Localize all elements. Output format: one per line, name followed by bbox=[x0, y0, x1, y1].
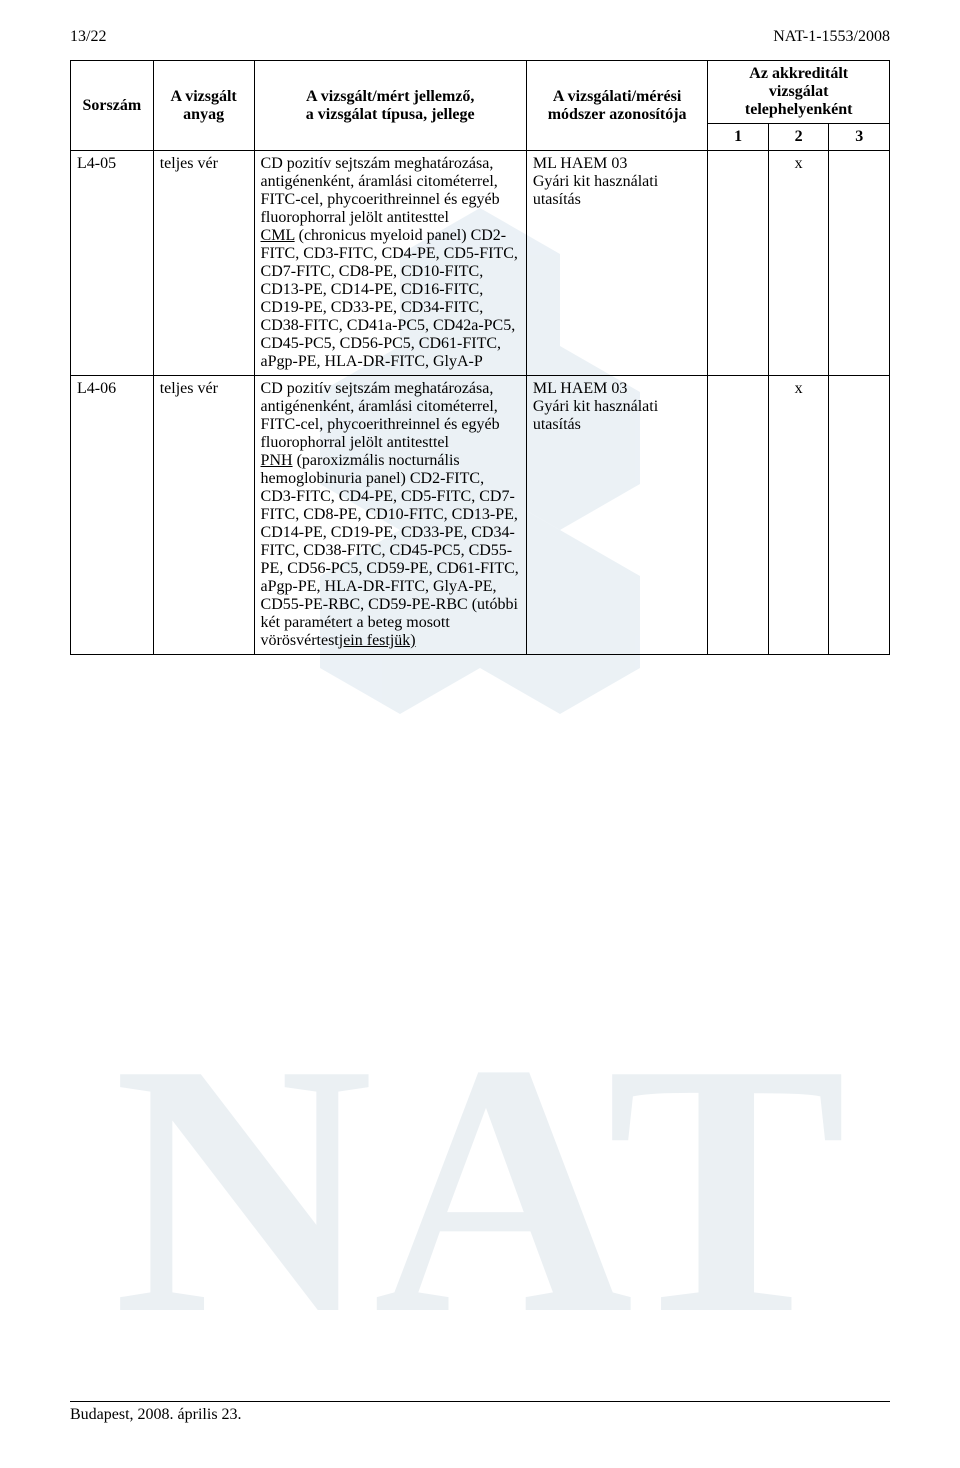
page-content: 13/22 NAT-1-1553/2008 Sorszám A vizsgált… bbox=[70, 28, 890, 655]
col-anyag: A vizsgált anyag bbox=[153, 61, 254, 151]
main-table: Sorszám A vizsgált anyag A vizsgált/mért… bbox=[70, 60, 890, 655]
col-akkred: Az akkreditált vizsgálat telephelyenként bbox=[708, 61, 890, 124]
cell-tel-2: x bbox=[768, 376, 829, 655]
cell-azonosito: ML HAEM 03 Gyári kit használati utasítás bbox=[526, 151, 708, 376]
cell-sorszam: L4-05 bbox=[71, 151, 154, 376]
cell-sorszam: L4-06 bbox=[71, 376, 154, 655]
col-tel-1: 1 bbox=[708, 124, 769, 151]
cell-tel-3 bbox=[829, 376, 890, 655]
jell-under: PNH bbox=[261, 452, 293, 469]
jell-under: CML bbox=[261, 227, 295, 244]
table-row: L4-05 teljes vér CD pozitív sejtszám meg… bbox=[71, 151, 890, 376]
cell-anyag: teljes vér bbox=[153, 376, 254, 655]
cell-tel-3 bbox=[829, 151, 890, 376]
cell-jellemzo: CD pozitív sejtszám meghatározása, antig… bbox=[254, 376, 526, 655]
cell-anyag: teljes vér bbox=[153, 151, 254, 376]
col-tel-3: 3 bbox=[829, 124, 890, 151]
table-row: L4-06 teljes vér CD pozitív sejtszám meg… bbox=[71, 376, 890, 655]
doc-ref: NAT-1-1553/2008 bbox=[773, 28, 890, 46]
jell-post: (chronicus myeloid panel) CD2-FITC, CD3-… bbox=[261, 227, 518, 370]
cell-tel-2: x bbox=[768, 151, 829, 376]
col-azonosito: A vizsgálati/mérési módszer azonosítója bbox=[526, 61, 708, 151]
col-sorszam: Sorszám bbox=[71, 61, 154, 151]
cell-jellemzo: CD pozitív sejtszám meghatározása, antig… bbox=[254, 151, 526, 376]
jell-pre: CD pozitív sejtszám meghatározása, antig… bbox=[261, 155, 500, 226]
header-row: 13/22 NAT-1-1553/2008 bbox=[70, 28, 890, 46]
jell-post: (paroxizmális nocturnális hemoglobinuria… bbox=[261, 452, 519, 649]
page: NAT 13/22 NAT-1-1553/2008 Sorszám A viz bbox=[0, 0, 960, 1468]
footer-date: Budapest, 2008. április 23. bbox=[70, 1401, 890, 1424]
cell-azonosito: ML HAEM 03 Gyári kit használati utasítás bbox=[526, 376, 708, 655]
cell-tel-1 bbox=[708, 376, 769, 655]
col-jellemzo: A vizsgált/mért jellemző, a vizsgálat tí… bbox=[254, 61, 526, 151]
jell-pre: CD pozitív sejtszám meghatározása, antig… bbox=[261, 380, 500, 451]
page-number: 13/22 bbox=[70, 28, 106, 46]
svg-text:NAT: NAT bbox=[113, 989, 846, 1388]
jell-tail-under: jein festjük) bbox=[339, 632, 416, 649]
table-header-row-1: Sorszám A vizsgált anyag A vizsgált/mért… bbox=[71, 61, 890, 124]
cell-tel-1 bbox=[708, 151, 769, 376]
col-tel-2: 2 bbox=[768, 124, 829, 151]
